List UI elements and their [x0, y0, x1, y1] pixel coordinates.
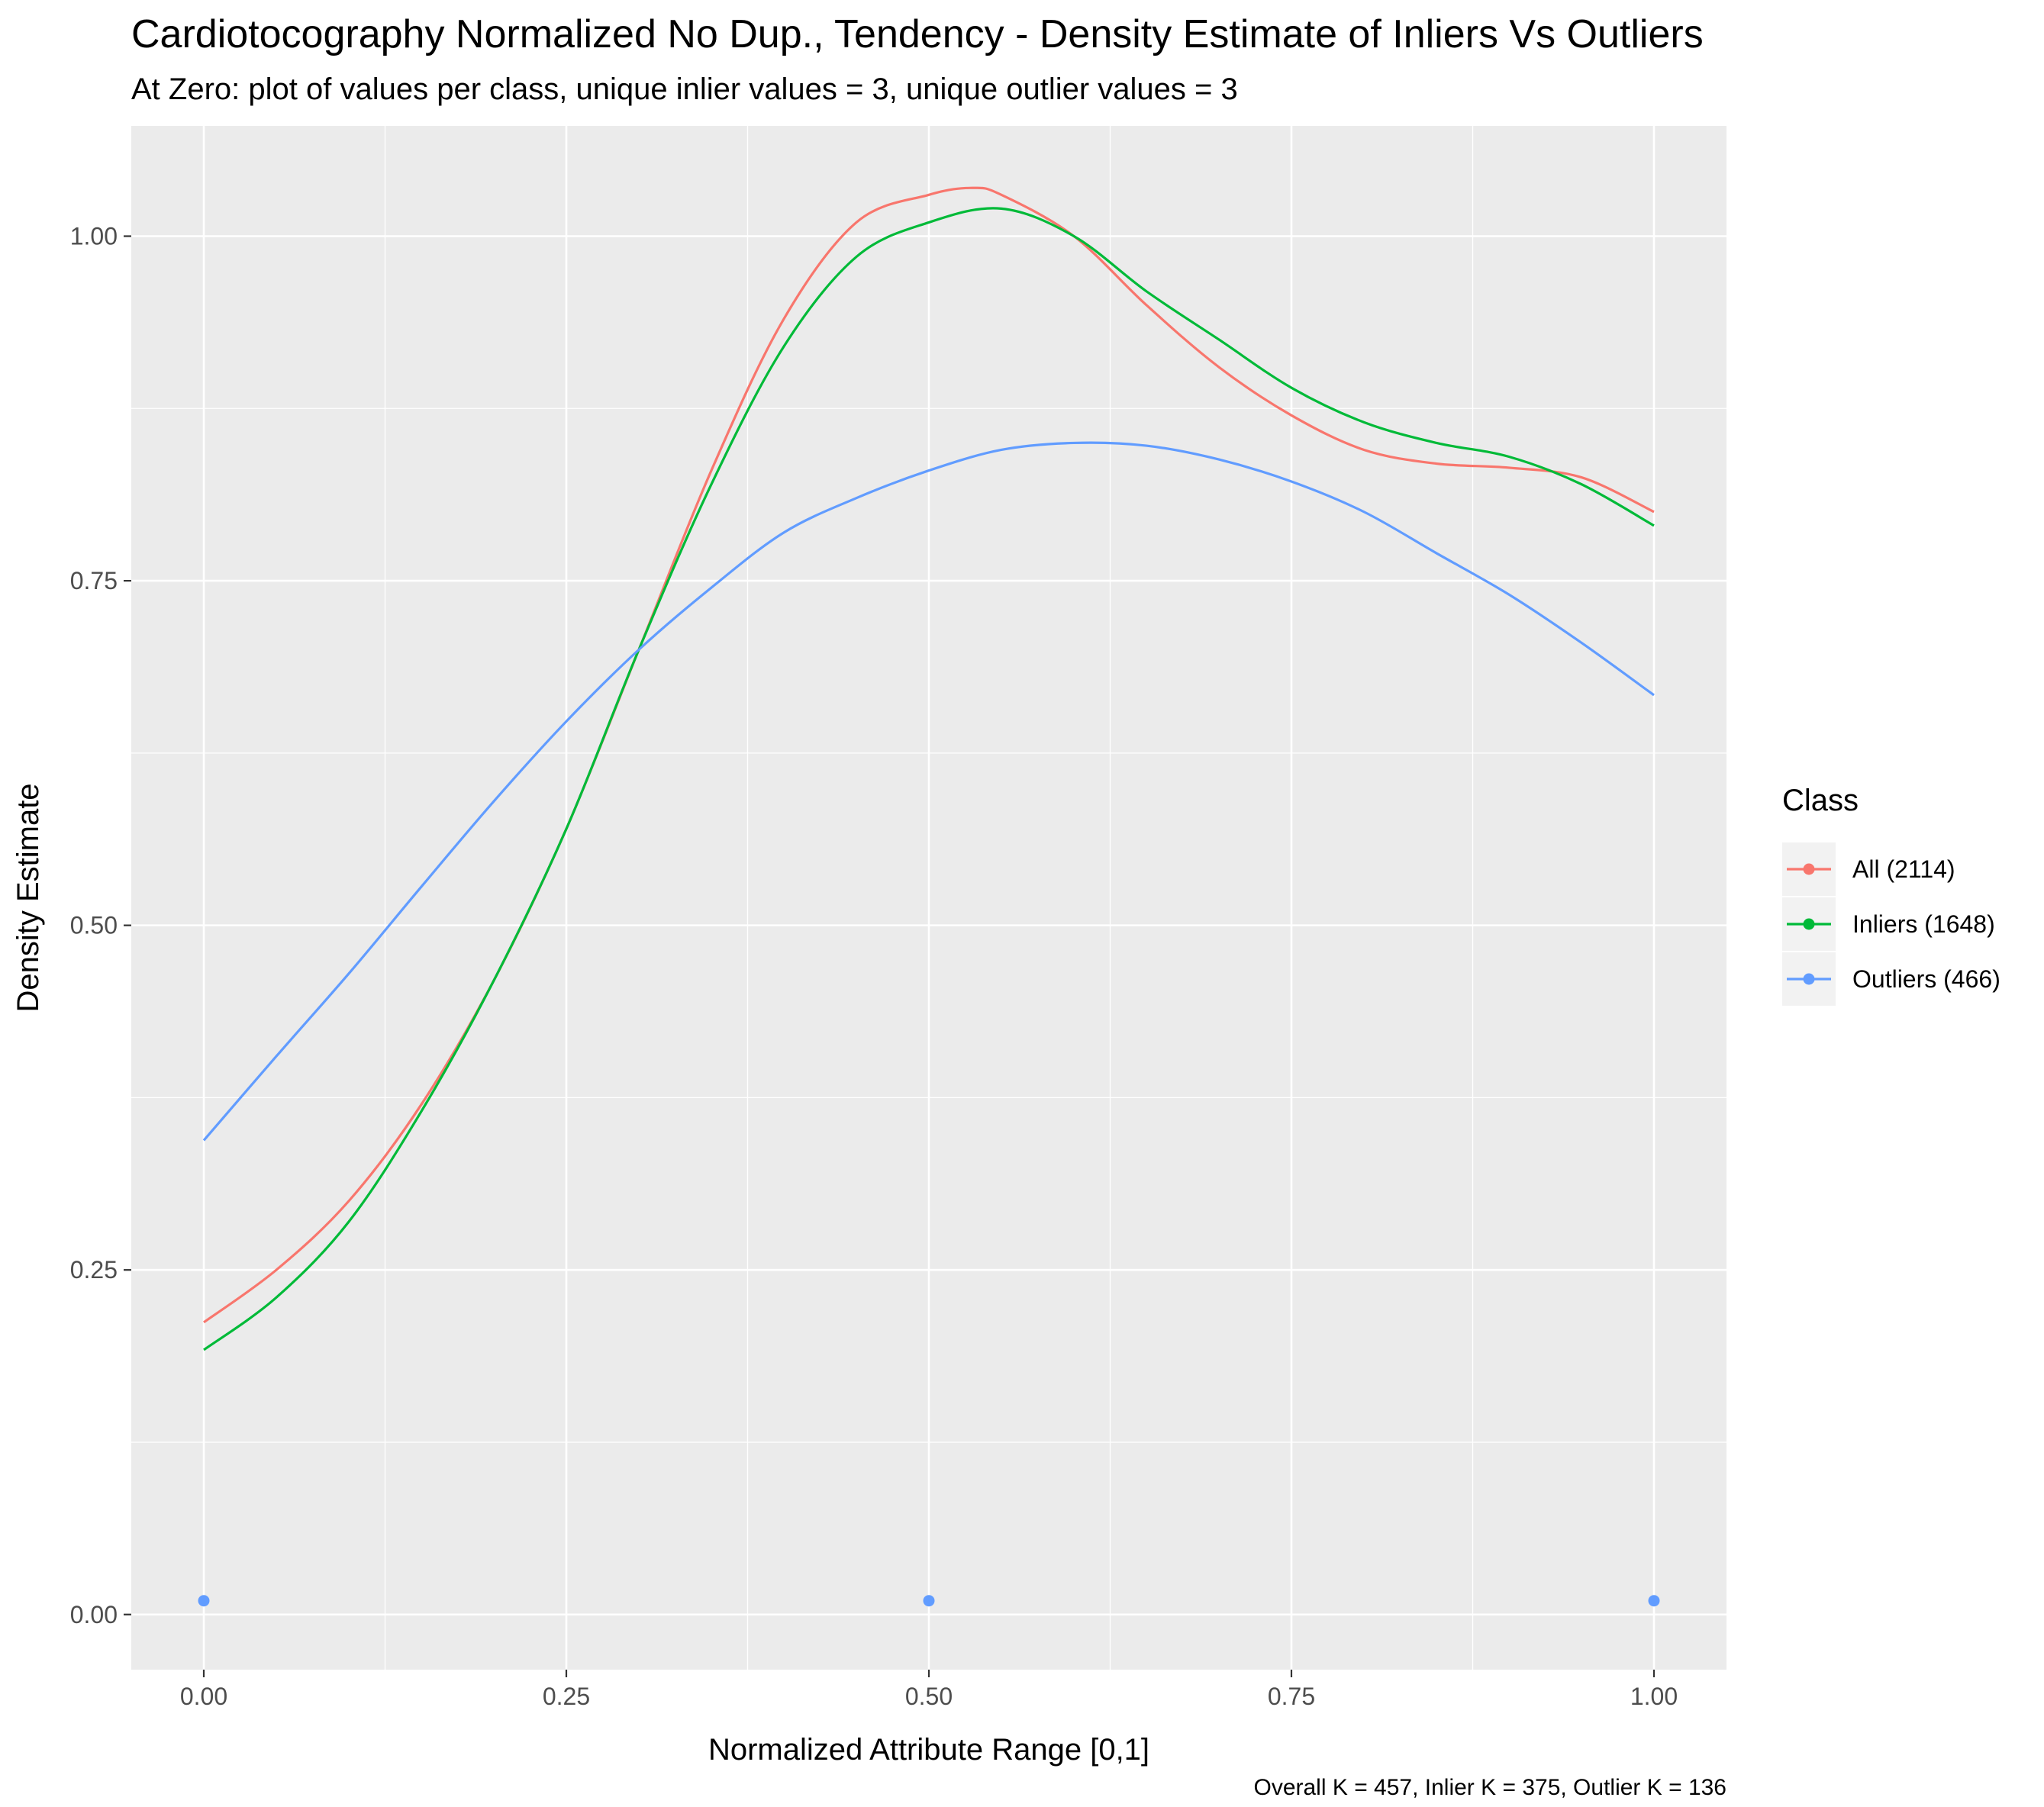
series-layer	[202, 186, 1655, 1351]
x-axis-title: Normalized Attribute Range [0,1]	[708, 1733, 1149, 1767]
points-layer	[198, 1595, 1660, 1607]
legend-title: Class	[1782, 784, 1859, 817]
data-point	[198, 1595, 210, 1607]
series-line-all-2114	[203, 186, 1655, 1324]
y-axis-ticks: 0.00 0.25 0.50 0.75 1.00	[70, 223, 131, 1628]
legend-label: All (2114)	[1852, 855, 1955, 883]
legend: Class All (2114) Inliers (1648) Outliers (…	[1782, 784, 2000, 1006]
legend-label: Outliers (466)	[1852, 965, 2000, 993]
x-axis-ticks: 0.00 0.25 0.50 0.75 1.00	[180, 1670, 1678, 1710]
series-line-outliers-466	[202, 441, 1655, 1142]
x-tick-label: 0.50	[905, 1683, 953, 1710]
x-tick-label: 1.00	[1630, 1683, 1678, 1710]
chart-subtitle: At Zero: plot of values per class, uniqu…	[131, 72, 1238, 106]
data-point	[1648, 1595, 1660, 1607]
legend-key-point	[1803, 973, 1815, 985]
y-tick-label: 0.75	[70, 567, 118, 594]
legend-label: Inliers (1648)	[1852, 910, 1995, 938]
x-tick-label: 0.25	[543, 1683, 590, 1710]
y-tick-label: 0.50	[70, 912, 118, 939]
chart-title: Cardiotocography Normalized No Dup., Ten…	[131, 12, 1704, 56]
legend-key-point	[1803, 863, 1815, 875]
legend-key-point	[1803, 918, 1815, 930]
chart-caption: Overall K = 457, Inlier K = 375, Outlier…	[1253, 1775, 1726, 1800]
data-point	[923, 1595, 935, 1607]
x-tick-label: 0.75	[1268, 1683, 1315, 1710]
y-tick-label: 1.00	[70, 223, 118, 250]
y-axis-title: Density Estimate	[11, 783, 45, 1012]
major-gridlines	[131, 126, 1726, 1670]
series-line-inliers-1648	[203, 207, 1655, 1351]
y-tick-label: 0.00	[70, 1601, 118, 1628]
x-tick-label: 0.00	[180, 1683, 227, 1710]
y-tick-label: 0.25	[70, 1256, 118, 1284]
